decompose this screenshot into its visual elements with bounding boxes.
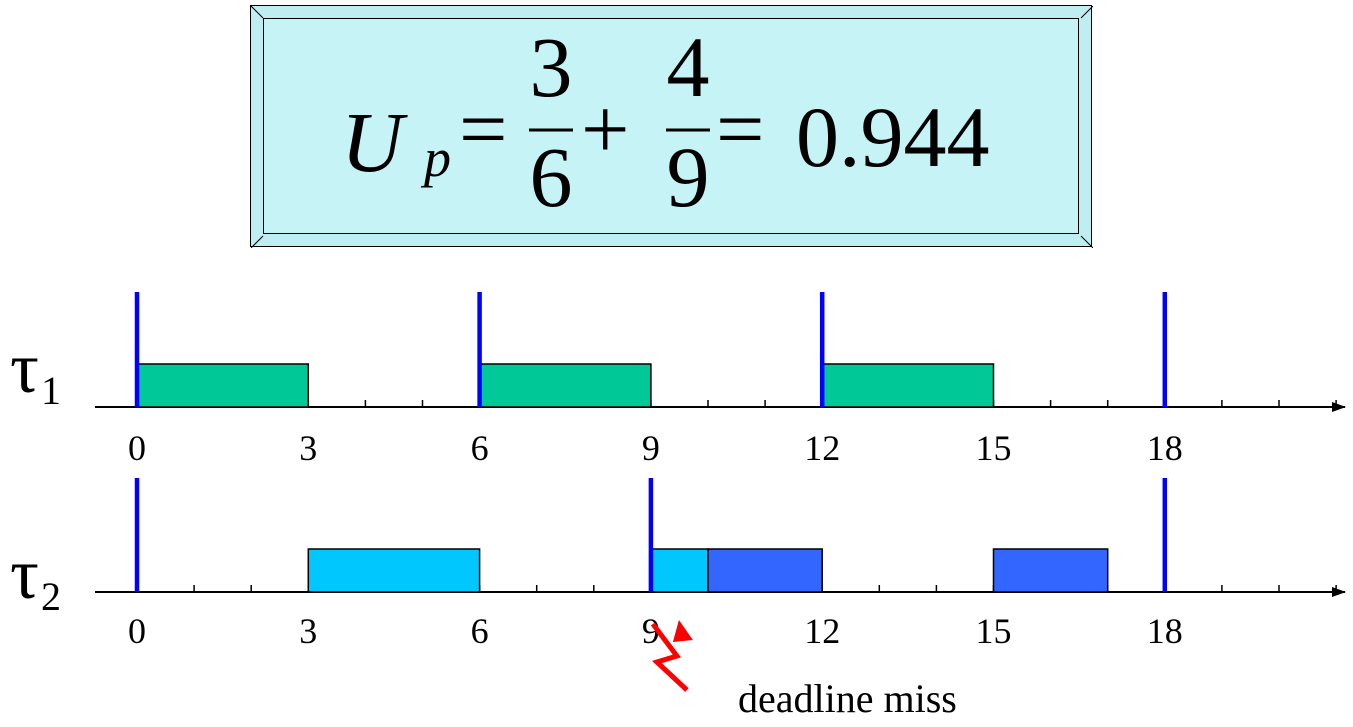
- job-bar: [821, 363, 995, 408]
- tick-label: 6: [471, 428, 489, 468]
- deadline-miss-arrowhead: [672, 620, 693, 642]
- task-label: τ2: [10, 534, 61, 619]
- deadline-miss-label: deadline miss: [738, 676, 957, 721]
- formula-lhs: U: [341, 94, 408, 190]
- job-bar: [992, 548, 1109, 593]
- deadline-miss-arrow: [650, 622, 689, 692]
- formula-result: 0.944: [796, 89, 990, 185]
- task-label: τ1: [10, 328, 61, 413]
- job-bar: [707, 548, 823, 593]
- formula-frac1-num: 3: [530, 19, 573, 115]
- tick-label: 12: [804, 611, 840, 651]
- formula: U p = 3 6 + 4 9 = 0.944: [341, 19, 990, 225]
- tick-label: 6: [471, 611, 489, 651]
- tick-label: 0: [128, 428, 146, 468]
- formula-eq2: =: [716, 81, 765, 177]
- formula-box: U p = 3 6 + 4 9 = 0.944: [250, 5, 1093, 248]
- job-bar: [307, 548, 481, 593]
- tick-label: 15: [976, 611, 1012, 651]
- tick-label: 9: [642, 428, 660, 468]
- tick-label: 3: [299, 428, 317, 468]
- tick-label: 0: [128, 611, 146, 651]
- formula-frac1-den: 6: [530, 129, 573, 225]
- job-bar: [136, 363, 310, 408]
- job-bar: [478, 363, 652, 408]
- formula-frac2-den: 9: [667, 129, 710, 225]
- job-bar: [650, 548, 709, 593]
- tick-label: 9: [642, 611, 660, 651]
- formula-plus: +: [581, 81, 630, 177]
- formula-box-inner: [263, 18, 1079, 234]
- formula-box-bevel: [251, 6, 1093, 248]
- formula-eq1: =: [459, 81, 508, 177]
- tick-label: 12: [804, 428, 840, 468]
- tick-label: 18: [1147, 611, 1183, 651]
- tick-label: 15: [976, 428, 1012, 468]
- formula-lhs-sub: p: [420, 128, 451, 188]
- formula-frac2-num: 4: [667, 19, 710, 115]
- tick-label: 18: [1147, 428, 1183, 468]
- tick-label: 3: [299, 611, 317, 651]
